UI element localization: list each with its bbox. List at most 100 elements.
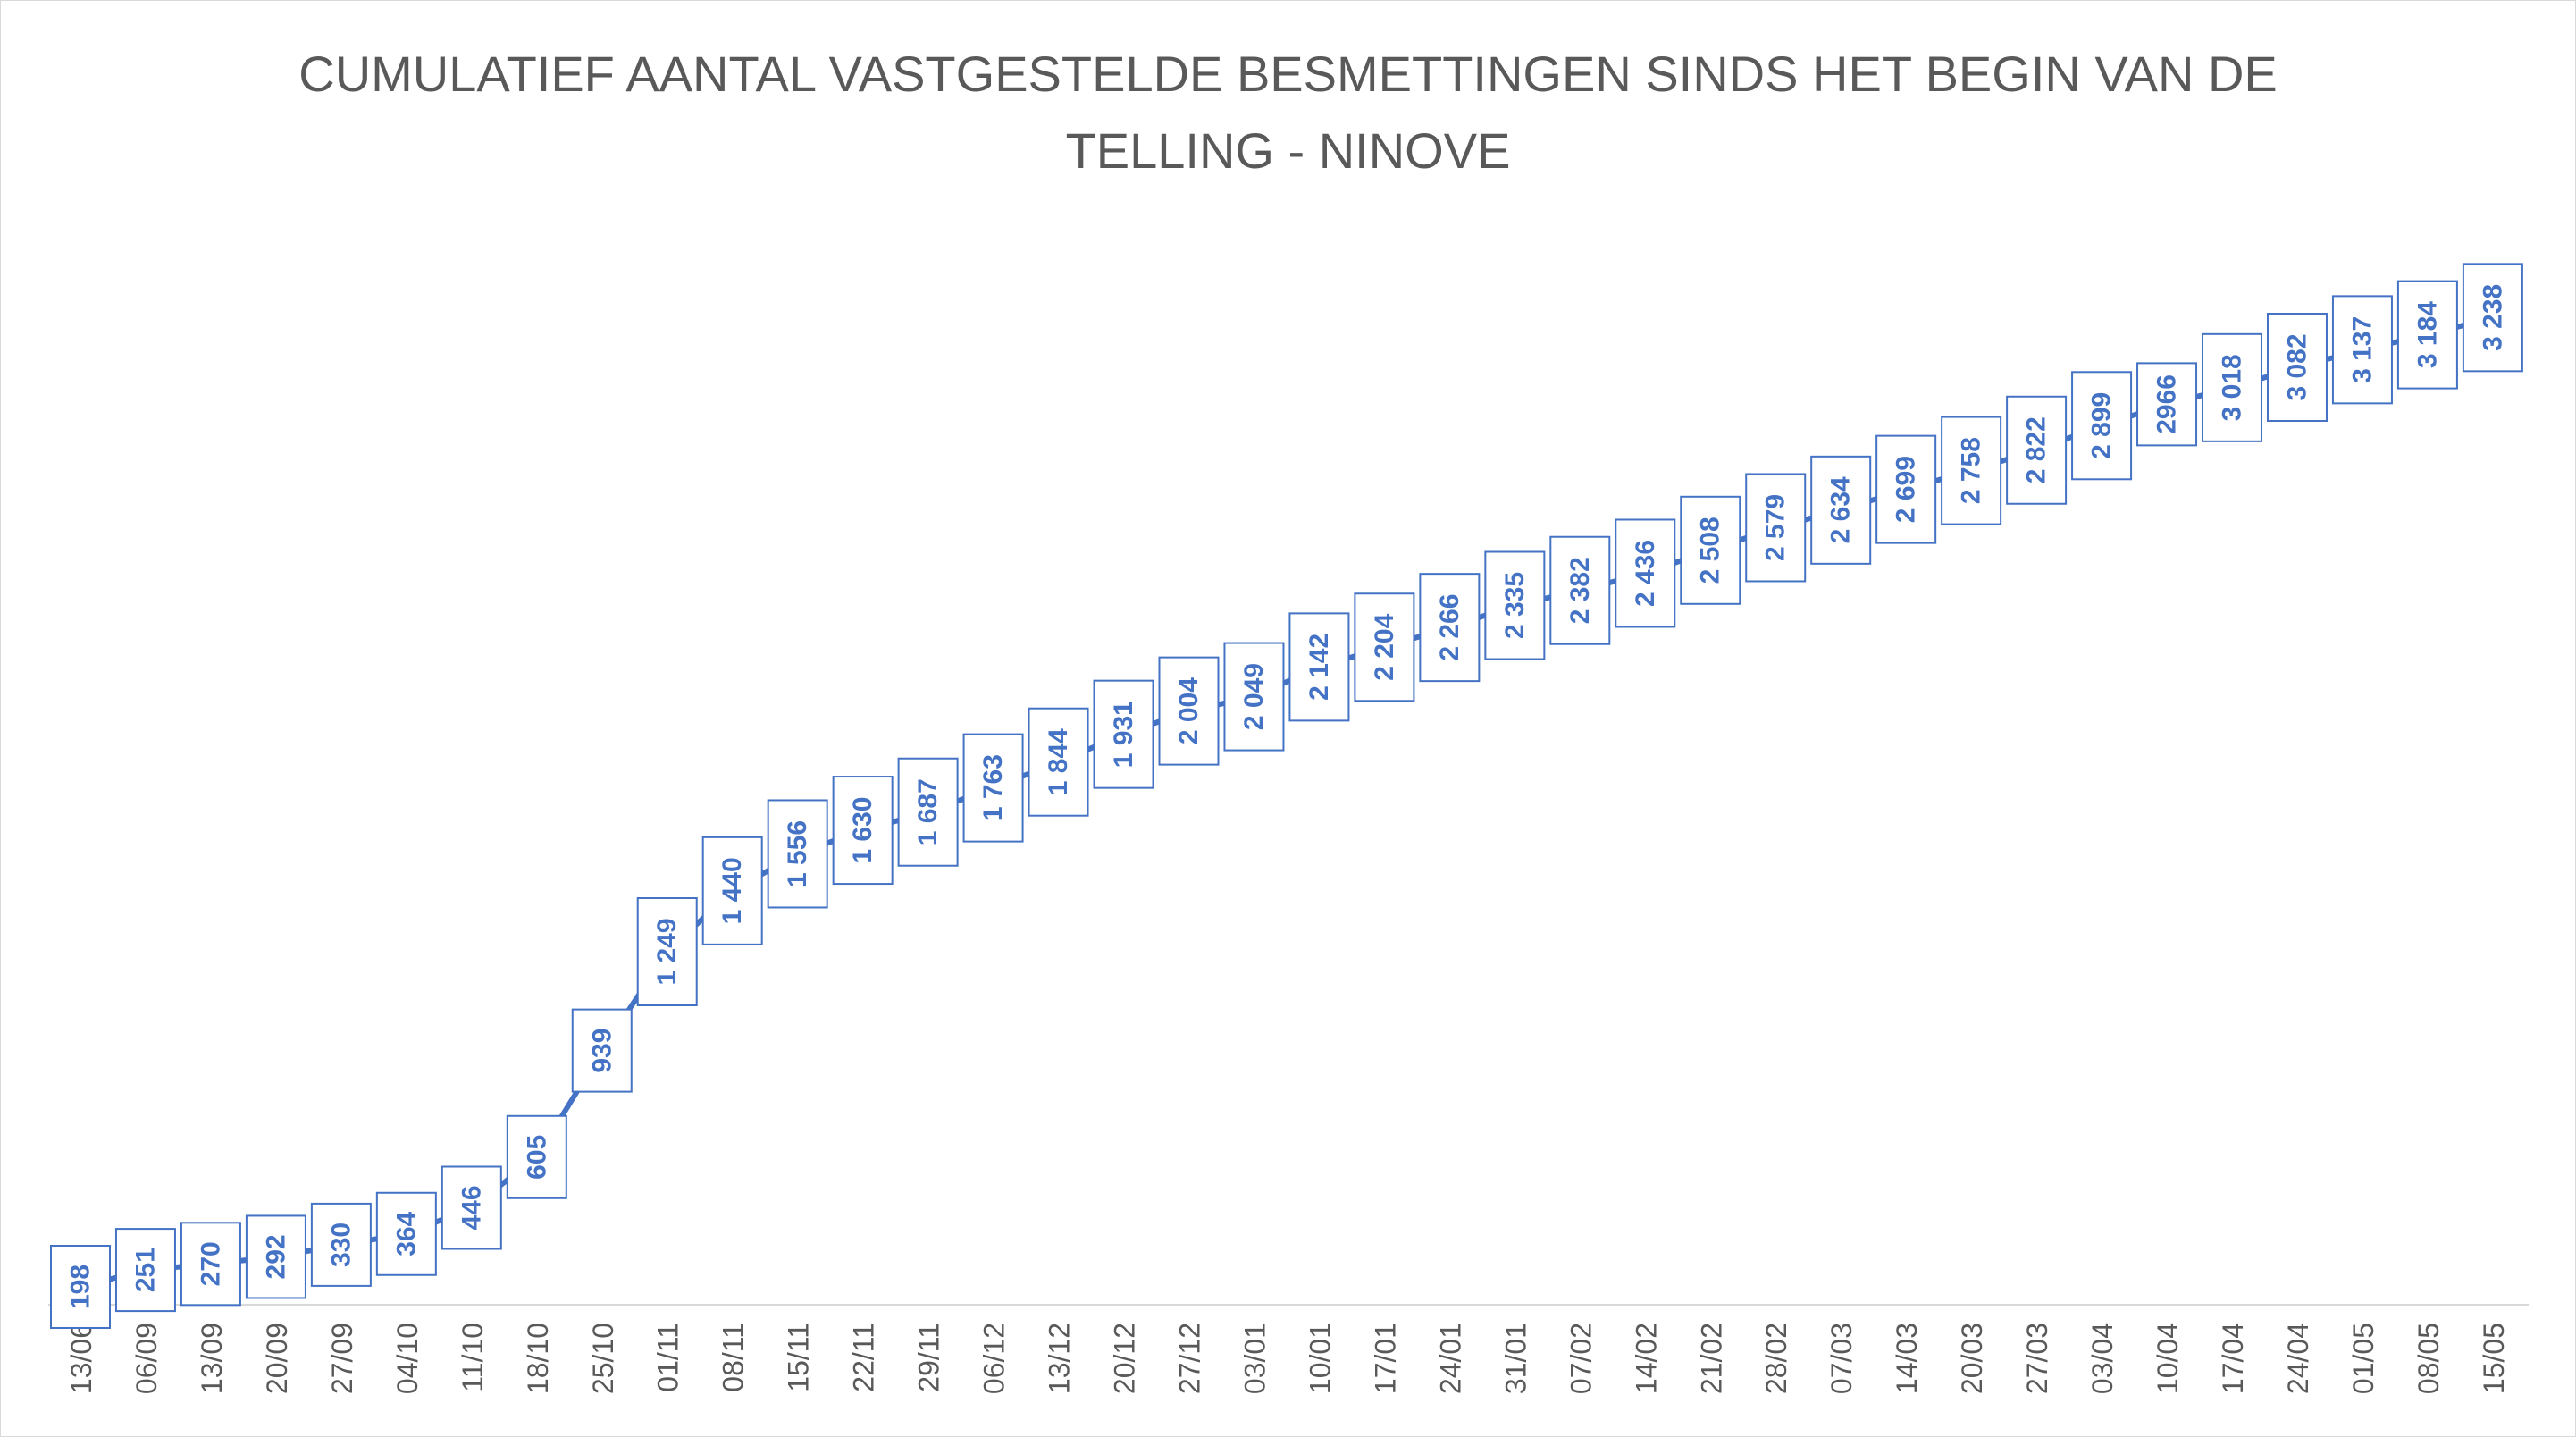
data-label-box (897, 757, 959, 867)
data-label-box (441, 1165, 502, 1250)
data-label: 3 082 (2282, 333, 2312, 400)
x-tick-label: 13/12 (1044, 1323, 1076, 1394)
data-label-box (506, 1114, 567, 1199)
x-tick-label: 24/04 (2282, 1323, 2314, 1394)
data-label: 2 436 (1631, 540, 1660, 607)
data-label-box (1354, 592, 1415, 702)
data-label: 2 899 (2087, 392, 2117, 459)
data-label-box (832, 776, 894, 886)
data-label-box (1745, 473, 1807, 583)
data-label-box (2071, 371, 2133, 481)
x-tick-label: 21/02 (1695, 1323, 1727, 1394)
data-label-box (767, 799, 828, 909)
data-label: 2 382 (1565, 557, 1595, 624)
data-label-box (2462, 263, 2523, 373)
data-label-box (180, 1222, 241, 1307)
x-tick-label: 07/02 (1565, 1323, 1597, 1394)
data-label-box (1484, 550, 1546, 660)
data-label: 1 931 (1109, 701, 1138, 768)
x-tick-label: 17/04 (2217, 1323, 2249, 1394)
data-label: 2 822 (2022, 416, 2052, 483)
data-label-box (571, 1008, 633, 1093)
x-tick-label: 06/09 (130, 1323, 163, 1394)
data-label: 2 142 (1305, 634, 1334, 701)
x-tick-label: 27/09 (326, 1323, 358, 1394)
data-label-box (114, 1228, 176, 1313)
data-label-box (1549, 535, 1611, 645)
data-label-box (636, 897, 698, 1007)
x-tick-label: 25/10 (587, 1323, 619, 1394)
chart-title-line-2: TELLING - NINOVE (1065, 122, 1511, 179)
data-label: 3 018 (2218, 354, 2247, 421)
x-tick-label: 04/10 (391, 1323, 424, 1394)
data-label-box (1941, 416, 2002, 525)
x-tick-label: 01/11 (652, 1323, 684, 1392)
data-label: 2 508 (1696, 517, 1725, 584)
data-label-box (2006, 395, 2068, 505)
data-label: 1 763 (978, 754, 1008, 821)
data-label: 2 634 (1826, 476, 1856, 543)
data-label-box (2202, 332, 2263, 442)
data-label: 1 687 (913, 778, 943, 845)
data-label-box (50, 1245, 111, 1329)
data-label: 1 556 (783, 820, 812, 887)
x-tick-label: 20/12 (1109, 1323, 1141, 1394)
data-label-box (2266, 312, 2328, 422)
data-label-box (1288, 612, 1350, 722)
chart-title: CUMULATIEF AANTAL VASTGESTELDE BESMETTIN… (0, 36, 2576, 189)
data-label: 2966 (2152, 374, 2182, 434)
x-tick-label: 22/11 (848, 1323, 880, 1392)
data-label: 3 184 (2412, 301, 2442, 368)
x-tick-label: 20/09 (261, 1323, 293, 1394)
data-label: 3 238 (2478, 284, 2507, 351)
data-label-box (1419, 573, 1481, 683)
x-tick-label: 14/02 (1630, 1323, 1662, 1394)
x-tick-label: 15/05 (2478, 1323, 2510, 1394)
x-tick-label: 28/02 (1760, 1323, 1792, 1394)
data-label-box (245, 1214, 306, 1299)
x-tick-label: 27/03 (2021, 1323, 2053, 1394)
data-label-box (701, 836, 763, 945)
data-label-box (375, 1191, 437, 1276)
data-label-box (1615, 518, 1676, 628)
chart-title-line-1: CUMULATIEF AANTAL VASTGESTELDE BESMETTIN… (298, 46, 2278, 102)
data-label-box (2396, 280, 2458, 390)
data-label: 330 (326, 1223, 356, 1267)
x-tick-label: 11/10 (457, 1323, 489, 1392)
x-tick-label: 13/09 (196, 1323, 228, 1394)
data-label-box (310, 1202, 372, 1287)
data-label: 2 699 (1892, 456, 1921, 523)
data-label-box (2331, 295, 2393, 405)
data-label-box (2136, 362, 2198, 447)
data-label: 2 204 (1370, 613, 1399, 680)
data-label: 605 (522, 1135, 551, 1180)
x-tick-label: 01/05 (2347, 1323, 2379, 1394)
data-label: 1 249 (652, 918, 682, 985)
data-label: 1 844 (1044, 728, 1073, 795)
x-tick-label: 27/12 (1173, 1323, 1205, 1394)
x-tick-label: 10/04 (2152, 1323, 2184, 1394)
data-label-box (1875, 434, 1937, 544)
x-tick-label: 14/03 (1891, 1323, 1923, 1394)
x-tick-label: 08/11 (717, 1323, 750, 1392)
x-tick-label: 15/11 (783, 1323, 815, 1392)
data-label-box (1680, 495, 1741, 605)
data-label: 2 335 (1500, 572, 1530, 639)
x-tick-label: 20/03 (1956, 1323, 1988, 1394)
x-tick-label: 18/10 (522, 1323, 554, 1394)
x-tick-label: 31/01 (1499, 1323, 1531, 1394)
data-label: 292 (261, 1234, 290, 1279)
x-tick-label: 08/05 (2412, 1323, 2445, 1394)
data-label: 270 (196, 1241, 225, 1286)
x-tick-label: 03/04 (2086, 1323, 2119, 1394)
x-tick-label: 06/12 (978, 1323, 1011, 1394)
x-tick-label: 24/01 (1434, 1323, 1466, 1394)
data-label-box (1158, 656, 1220, 766)
data-label: 939 (587, 1029, 617, 1073)
data-label: 198 (66, 1265, 96, 1309)
data-label: 446 (457, 1185, 486, 1230)
data-label: 2 049 (1239, 663, 1269, 730)
data-label: 364 (391, 1211, 421, 1256)
data-label: 1 630 (848, 797, 877, 864)
